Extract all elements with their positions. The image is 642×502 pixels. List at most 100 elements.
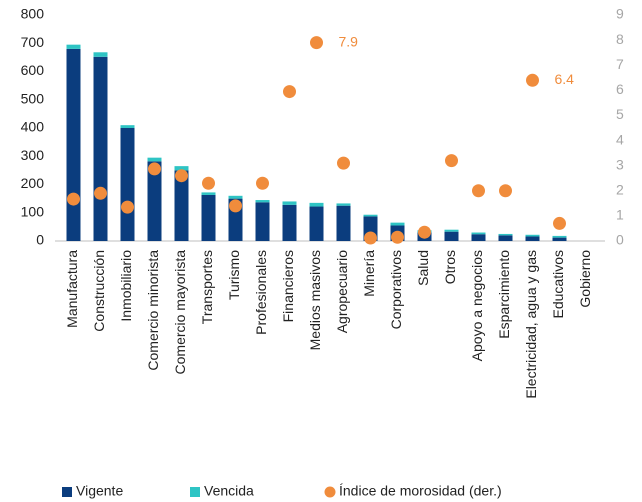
bar <box>147 161 162 241</box>
x-tick-label: Comercio minorista <box>145 250 161 371</box>
y-tick-label: 100 <box>21 203 45 219</box>
bar <box>444 231 459 241</box>
bar <box>498 235 513 241</box>
dot <box>499 184 512 198</box>
x-tick-label: Otros <box>442 250 458 284</box>
dot <box>364 231 377 245</box>
bar <box>201 192 216 195</box>
dot <box>121 200 134 214</box>
dot <box>526 73 539 87</box>
bar <box>552 237 567 241</box>
bar <box>309 206 324 241</box>
legend-label: Vigente <box>76 483 123 499</box>
dot <box>391 230 404 244</box>
y2-tick-label: 9 <box>616 6 624 22</box>
x-tick-label: Gobierno <box>577 250 593 308</box>
dot <box>67 192 80 206</box>
bar <box>255 200 270 203</box>
bar <box>120 125 135 128</box>
y2-tick-label: 6 <box>616 81 624 97</box>
legend-marker <box>62 487 72 497</box>
bar <box>93 52 108 57</box>
bar <box>471 232 486 235</box>
x-tick-label: Profesionales <box>253 250 269 335</box>
y2-tick-label: 5 <box>616 106 624 122</box>
bar <box>66 48 81 242</box>
bar <box>525 236 540 241</box>
bar <box>444 229 459 232</box>
dot <box>283 85 296 99</box>
dot <box>202 176 215 190</box>
x-tick-label: Turismo <box>226 250 242 300</box>
dot <box>229 199 242 213</box>
x-tick-label: Inmobiliario <box>118 250 134 322</box>
bar <box>228 195 243 199</box>
legend-marker <box>324 486 336 498</box>
y-tick-label: 600 <box>21 62 45 78</box>
dot <box>472 184 485 198</box>
y-tick-label: 200 <box>21 175 45 191</box>
x-tick-label: Agropecuario <box>334 250 350 333</box>
x-tick-label: Construcción <box>91 250 107 332</box>
x-tick-label: Medios masivos <box>307 250 323 350</box>
y-tick-label: 300 <box>21 147 45 163</box>
bar <box>93 56 108 242</box>
legend-label: Vencida <box>204 483 254 499</box>
legend-label: Índice de morosidad (der.) <box>339 483 502 499</box>
bar <box>336 203 351 206</box>
bar <box>282 201 297 205</box>
bar <box>147 157 162 162</box>
y-tick-label: 700 <box>21 34 45 50</box>
y2-tick-label: 7 <box>616 56 624 72</box>
x-tick-label: Financieros <box>280 250 296 322</box>
data-label: 7.9 <box>339 33 359 49</box>
dot <box>148 162 161 176</box>
x-tick-label: Educativos <box>550 250 566 318</box>
y-tick-label: 800 <box>21 6 45 22</box>
x-tick-label: Esparcimiento <box>496 250 512 339</box>
dot <box>553 216 566 230</box>
y-tick-label: 400 <box>21 119 45 135</box>
bar <box>471 234 486 241</box>
bar <box>120 128 135 241</box>
x-tick-label: Minería <box>361 250 377 297</box>
data-label: 6.4 <box>555 71 575 87</box>
y2-tick-label: 4 <box>616 131 624 147</box>
bar <box>552 235 567 238</box>
x-tick-label: Electricidad, agua y gas <box>523 250 539 399</box>
bar <box>66 44 81 49</box>
y-tick-label: 500 <box>21 90 45 106</box>
dot <box>445 154 458 168</box>
bar <box>201 194 216 241</box>
x-tick-label: Transportes <box>199 250 215 324</box>
y-tick-label: 0 <box>36 232 44 248</box>
y2-tick-label: 8 <box>616 31 624 47</box>
bar <box>390 222 405 226</box>
x-tick-label: Manufactura <box>64 250 80 328</box>
dot <box>94 186 107 200</box>
y2-tick-label: 2 <box>616 181 624 197</box>
bar <box>363 214 378 217</box>
x-tick-label: Apoyo a negocios <box>469 250 485 361</box>
dot <box>310 36 323 50</box>
bar <box>525 234 540 237</box>
dot <box>418 225 431 239</box>
dot <box>175 169 188 183</box>
bar <box>309 202 324 207</box>
y2-tick-label: 1 <box>616 207 624 223</box>
bar <box>174 170 189 241</box>
bar <box>282 204 297 241</box>
bar <box>174 166 189 171</box>
bar <box>498 233 513 236</box>
x-tick-label: Salud <box>415 250 431 286</box>
dot <box>256 176 269 190</box>
dot <box>337 156 350 170</box>
y2-tick-label: 3 <box>616 156 624 172</box>
legend-marker <box>190 487 200 497</box>
x-tick-label: Comercio mayorista <box>172 250 188 375</box>
x-tick-label: Corporativos <box>388 250 404 329</box>
y2-tick-label: 0 <box>616 232 624 248</box>
bar <box>336 205 351 241</box>
bar <box>255 202 270 241</box>
